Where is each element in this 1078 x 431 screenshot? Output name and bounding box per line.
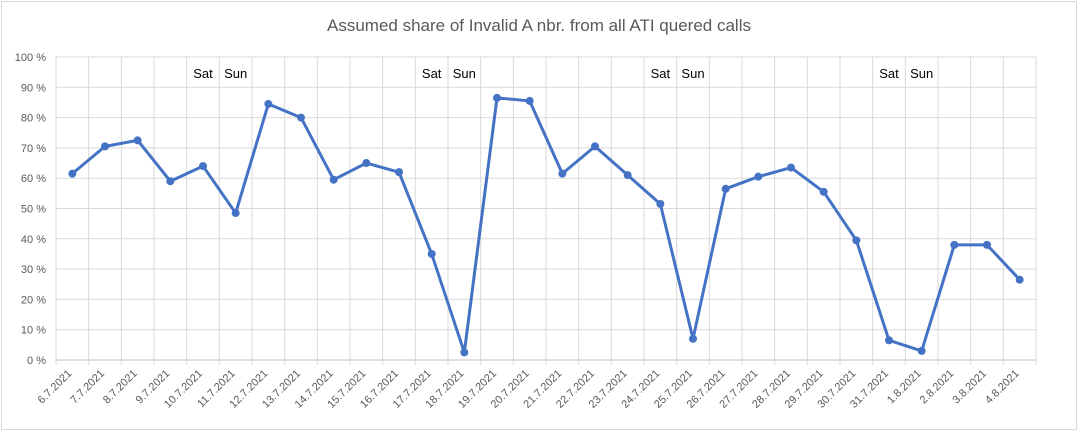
- weekday-annotation: Sat: [879, 66, 899, 81]
- x-tick-label: 7.7.2021: [68, 368, 107, 407]
- weekday-annotation: Sun: [453, 66, 476, 81]
- chart-title: Assumed share of Invalid A nbr. from all…: [327, 16, 751, 35]
- x-tick-label: 6.7.2021: [36, 368, 75, 407]
- data-point: [721, 184, 730, 193]
- data-point: [852, 236, 861, 245]
- weekday-annotation: Sat: [422, 66, 442, 81]
- data-point: [558, 169, 567, 178]
- data-point: [329, 175, 338, 184]
- x-tick-label: 2.8.2021: [918, 368, 957, 407]
- data-point: [395, 168, 403, 177]
- data-point: [199, 162, 207, 171]
- series-line: [71, 96, 1021, 354]
- y-tick-label: 100 %: [15, 52, 46, 64]
- data-point: [166, 177, 175, 186]
- data-point: [427, 249, 436, 258]
- weekday-annotation: Sun: [910, 66, 933, 81]
- data-point: [819, 187, 828, 196]
- data-point: [231, 209, 240, 218]
- y-tick-label: 60 %: [21, 173, 46, 185]
- y-tick-label: 30 %: [21, 264, 46, 276]
- data-point: [754, 172, 763, 181]
- data-point: [623, 171, 632, 180]
- y-tick-label: 0 %: [27, 355, 46, 367]
- y-tick-label: 50 %: [21, 204, 46, 216]
- data-point: [460, 348, 469, 357]
- y-tick-label: 40 %: [21, 234, 46, 246]
- y-tick-label: 90 %: [21, 82, 46, 94]
- weekday-annotation: Sun: [224, 66, 247, 81]
- weekday-annotation: Sat: [651, 66, 671, 81]
- data-point: [264, 99, 273, 108]
- data-point: [885, 336, 893, 345]
- data-point: [297, 113, 305, 122]
- y-tick-label: 80 %: [21, 113, 46, 125]
- data-point: [787, 163, 795, 172]
- data-point: [689, 334, 697, 343]
- x-tick-label: 4.8.2021: [983, 368, 1022, 407]
- data-point: [525, 96, 534, 105]
- data-point: [493, 93, 501, 102]
- weekday-annotation: Sun: [681, 66, 704, 81]
- data-point: [950, 240, 959, 249]
- y-tick-label: 20 %: [21, 294, 46, 306]
- data-point: [133, 136, 142, 145]
- weekday-annotation: Sat: [193, 66, 213, 81]
- x-tick-label: 1.8.2021: [885, 368, 924, 407]
- data-point: [591, 142, 599, 151]
- data-point: [656, 199, 665, 208]
- x-tick-label: 8.7.2021: [101, 368, 140, 407]
- data-point: [68, 169, 77, 178]
- data-point: [362, 159, 371, 168]
- y-tick-label: 70 %: [21, 143, 46, 155]
- data-point: [983, 240, 991, 249]
- data-point: [917, 346, 926, 355]
- data-point: [101, 142, 109, 151]
- x-tick-label: 3.8.2021: [950, 368, 989, 407]
- data-point: [1015, 275, 1024, 284]
- y-tick-label: 10 %: [21, 325, 46, 337]
